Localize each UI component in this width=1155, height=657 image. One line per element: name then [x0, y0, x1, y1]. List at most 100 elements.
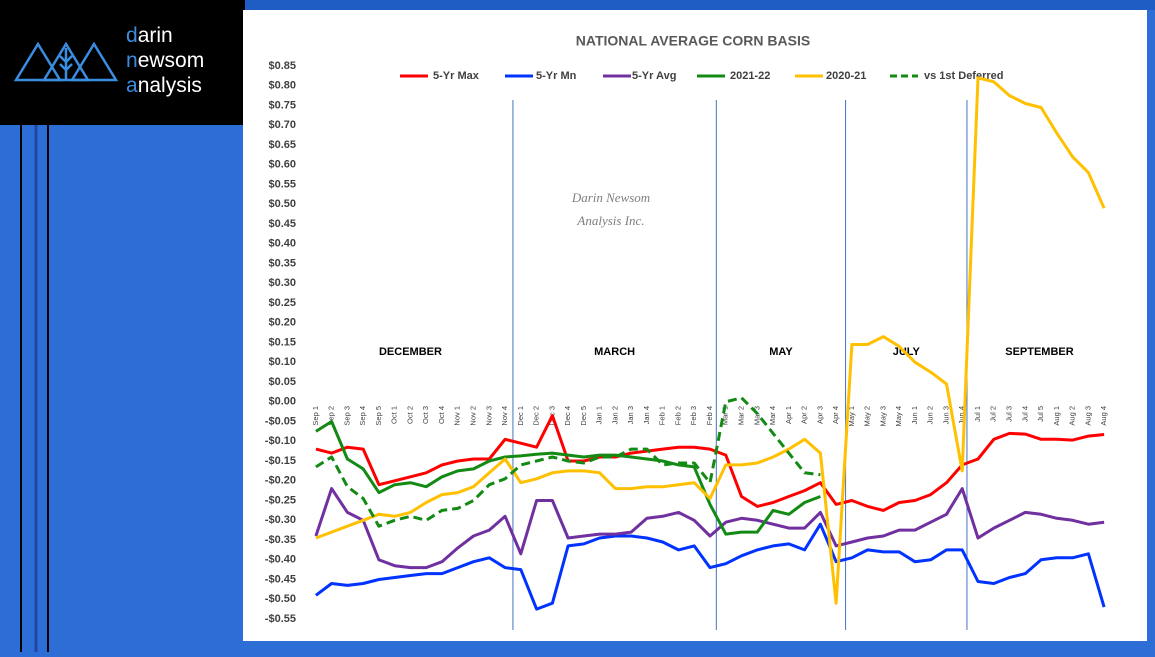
y-tick-label: -$0.35 — [265, 534, 296, 546]
logo-rest: arin — [138, 24, 173, 47]
y-tick-label: -$0.40 — [265, 554, 296, 566]
logo-accent: a — [126, 74, 138, 97]
x-tick-label: Oct 2 — [405, 406, 414, 424]
x-tick-label: May 2 — [863, 406, 872, 426]
x-tick-label: Sep 5 — [374, 406, 383, 426]
x-tick-label: Jan 1 — [595, 406, 604, 424]
x-tick-label: May 1 — [847, 406, 856, 426]
period-label: MARCH — [594, 346, 635, 358]
y-tick-label: $0.20 — [268, 317, 296, 329]
series-line — [314, 522, 1106, 611]
x-tick-label: Dec 5 — [579, 406, 588, 426]
x-tick-label: Sep 3 — [342, 406, 351, 426]
logo-accent: n — [126, 49, 138, 72]
legend-label: 5-Yr Mn — [536, 70, 577, 82]
x-tick-label: Aug 2 — [1068, 406, 1077, 426]
x-tick-label: Sep 2 — [327, 406, 336, 426]
x-tick-label: Nov 2 — [469, 406, 478, 426]
period-label: SEPTEMBER — [1005, 346, 1074, 358]
y-tick-label: $0.45 — [268, 218, 296, 230]
watermark: Analysis Inc. — [576, 213, 644, 228]
series-line — [315, 420, 821, 536]
y-tick-label: -$0.30 — [265, 514, 296, 526]
logo-rest: ewsom — [138, 49, 205, 72]
x-tick-label: Sep 1 — [311, 406, 320, 426]
y-tick-label: -$0.10 — [265, 435, 296, 447]
y-tick-label: $0.30 — [268, 277, 296, 289]
logo-line: darin — [126, 24, 173, 47]
top-band — [243, 0, 1155, 10]
x-tick-label: Jun 2 — [926, 406, 935, 424]
x-tick-label: Apr 1 — [784, 406, 793, 424]
x-tick-label: Jul 4 — [1020, 406, 1029, 422]
logo-rest: nalysis — [138, 74, 202, 97]
x-tick-label: Jan 4 — [642, 406, 651, 424]
x-tick-label: Feb 4 — [705, 406, 714, 425]
x-tick-label: Dec 1 — [516, 406, 525, 426]
x-tick-label: Nov 4 — [500, 406, 509, 426]
period-label: DECEMBER — [379, 346, 442, 358]
series-line — [315, 76, 1106, 605]
watermark: Darin Newsom — [571, 190, 650, 205]
y-tick-label: $0.60 — [268, 159, 296, 171]
y-tick-label: -$0.50 — [265, 593, 296, 605]
x-tick-label: Mar 3 — [752, 406, 761, 425]
y-tick-label: $0.80 — [268, 80, 296, 92]
x-tick-label: Jan 3 — [626, 406, 635, 424]
logo-accent: d — [126, 24, 138, 47]
x-tick-label: Oct 3 — [421, 406, 430, 424]
y-tick-label: -$0.20 — [265, 475, 296, 487]
y-tick-label: $0.75 — [268, 99, 296, 111]
x-tick-label: Oct 1 — [390, 406, 399, 424]
x-tick-label: Jul 1 — [973, 406, 982, 422]
x-tick-label: Apr 2 — [800, 406, 809, 424]
y-tick-label: $0.70 — [268, 119, 296, 131]
logo-icon — [13, 41, 119, 82]
logo-line: analysis — [126, 74, 202, 97]
y-tick-label: $0.25 — [268, 297, 296, 309]
series-line — [315, 414, 1105, 512]
y-tick-label: $0.00 — [268, 396, 296, 408]
y-tick-label: -$0.55 — [265, 613, 296, 625]
x-tick-label: Nov 1 — [453, 406, 462, 426]
y-tick-label: -$0.25 — [265, 494, 296, 506]
legend-label: 2021-22 — [730, 70, 770, 82]
y-tick-label: $0.50 — [268, 198, 296, 210]
x-tick-label: Apr 3 — [815, 406, 824, 424]
x-tick-label: Jun 1 — [910, 406, 919, 424]
chart-panel — [243, 10, 1147, 641]
x-tick-label: Feb 3 — [689, 406, 698, 425]
x-tick-label: May 4 — [894, 406, 903, 426]
x-tick-label: Feb 1 — [658, 406, 667, 425]
y-tick-label: $0.65 — [268, 139, 296, 151]
x-tick-label: Jun 4 — [957, 406, 966, 424]
x-tick-label: Apr 4 — [831, 406, 840, 424]
series-line — [315, 396, 821, 528]
y-tick-label: -$0.05 — [265, 415, 296, 427]
y-tick-label: $0.15 — [268, 336, 296, 348]
y-tick-label: $0.05 — [268, 376, 296, 388]
x-tick-label: Aug 1 — [1052, 406, 1061, 426]
x-tick-label: Sep 4 — [358, 406, 367, 426]
legend-label: 5-Yr Max — [433, 70, 480, 82]
x-tick-label: Jul 2 — [989, 406, 998, 422]
side-lines — [20, 125, 49, 652]
x-tick-label: Mar 4 — [768, 406, 777, 425]
x-tick-label: Dec 4 — [563, 406, 572, 426]
chart-title: NATIONAL AVERAGE CORN BASIS — [576, 33, 810, 49]
y-tick-label: $0.55 — [268, 178, 296, 190]
x-tick-label: Mar 2 — [737, 406, 746, 425]
logo-line: newsom — [126, 49, 204, 72]
y-tick-label: -$0.45 — [265, 573, 296, 585]
x-tick-label: Oct 4 — [437, 406, 446, 424]
logo-box — [0, 0, 245, 125]
y-tick-label: -$0.15 — [265, 455, 296, 467]
x-tick-label: May 3 — [878, 406, 887, 426]
x-tick-label: Nov 3 — [484, 406, 493, 426]
y-tick-label: $0.40 — [268, 238, 296, 250]
x-tick-label: Aug 3 — [1083, 406, 1092, 426]
period-label: MAY — [769, 346, 793, 358]
